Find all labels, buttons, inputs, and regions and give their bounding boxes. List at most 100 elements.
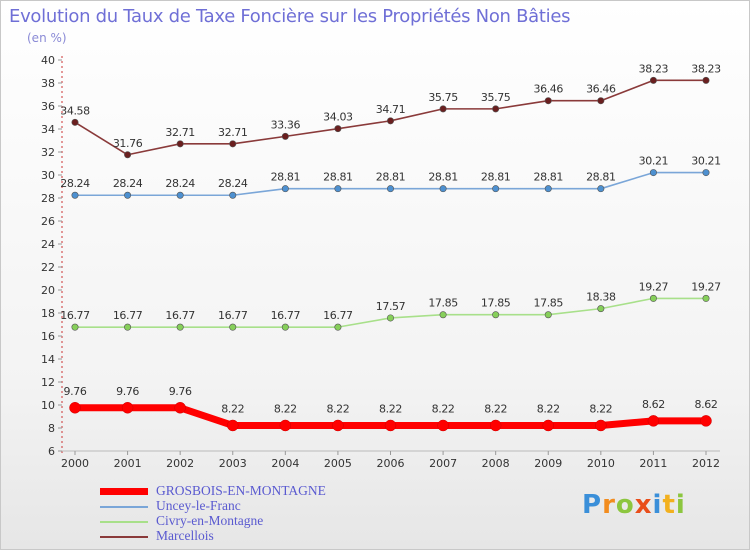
data-label: 8.22 [274,402,297,415]
series-marcellois: 34.58 31.76 32.71 32.71 33.36 34.03 34.71 35.75… [60,62,722,159]
data-label: 9.76 [64,385,87,398]
x-tick-label: 2009 [534,457,562,470]
legend-label: Marcellois [156,528,214,543]
data-label: 9.76 [116,385,139,398]
data-point [386,117,394,125]
data-point [384,419,397,432]
data-point [492,105,500,113]
legend-swatch [100,521,148,523]
data-label: 38.23 [691,62,721,75]
legend-item: GROSBOIS-EN-MONTAGNE [100,483,400,499]
data-label: 32.71 [165,126,195,139]
data-point [279,419,292,432]
data-label: 28.81 [534,171,564,184]
y-tick-label: 36 [41,100,55,113]
data-label: 35.75 [428,91,458,104]
data-point [176,323,184,331]
chart-subtitle: (en %) [27,31,67,45]
logo-letter: o [615,490,635,520]
chart-title: Evolution du Taux de Taxe Foncière sur l… [9,6,571,27]
data-label: 8.22 [537,402,560,415]
data-point [334,323,342,331]
chart-legend: GROSBOIS-EN-MONTAGNE Uncey-le-Franc Civry-… [100,483,400,544]
data-point [124,323,132,331]
data-label: 33.36 [271,118,301,131]
data-point [334,185,342,193]
data-point [702,169,710,177]
data-point [386,185,394,193]
y-tick-label: 30 [41,169,55,182]
data-point [229,191,237,199]
data-point [176,140,184,148]
x-tick-label: 2012 [692,457,720,470]
data-label: 19.27 [691,280,721,293]
data-label: 34.71 [376,103,406,116]
y-tick-label: 26 [41,215,55,228]
data-label: 28.24 [218,177,248,190]
data-point [492,311,500,319]
data-label: 36.46 [534,83,564,96]
y-tick-label: 32 [41,146,55,159]
data-point [702,294,710,302]
y-tick-label: 40 [41,54,55,67]
y-tick-label: 12 [41,376,55,389]
data-label: 18.38 [586,291,616,304]
x-tick-label: 2008 [482,457,510,470]
logo-letter: i [652,490,663,520]
data-label: 34.03 [323,111,353,124]
data-point [649,76,657,84]
data-point [544,97,552,105]
logo-letter: P [582,490,603,520]
y-tick-label: 20 [41,284,55,297]
data-point [281,323,289,331]
y-tick-label: 34 [41,123,55,136]
data-label: 8.22 [484,402,507,415]
data-label: 8.22 [326,402,349,415]
x-tick-label: 2006 [377,457,405,470]
y-tick-label: 38 [41,77,55,90]
data-label: 35.75 [481,91,511,104]
data-label: 19.27 [639,280,669,293]
data-point [597,185,605,193]
data-point [489,419,502,432]
legend-swatch [100,506,148,508]
x-tick-label: 2004 [271,457,299,470]
data-point [649,169,657,177]
legend-label: GROSBOIS-EN-MONTAGNE [156,483,326,498]
data-point [71,191,79,199]
data-point [334,125,342,133]
data-label: 28.24 [60,177,90,190]
y-tick-label: 10 [41,399,55,412]
data-label: 16.77 [271,309,301,322]
data-label: 28.81 [586,171,616,184]
data-label: 34.58 [60,104,90,117]
data-point [649,294,657,302]
data-label: 17.85 [534,297,564,310]
data-point [174,402,186,414]
data-label: 16.77 [113,309,143,322]
data-point [439,311,447,319]
x-tick-label: 2003 [219,457,247,470]
data-point [386,314,394,322]
data-label: 31.76 [113,137,143,150]
data-label: 28.81 [428,171,458,184]
data-label: 28.81 [271,171,301,184]
legend-item: Civry-en-Montagne [100,513,400,529]
y-tick-label: 8 [48,422,55,435]
data-label: 28.24 [165,177,195,190]
data-label: 17.85 [481,297,511,310]
data-point [702,76,710,84]
data-label: 16.77 [323,309,353,322]
legend-swatch [100,536,148,538]
data-label: 28.81 [323,171,353,184]
data-label: 17.85 [428,297,458,310]
data-point [121,402,134,414]
data-point [281,185,289,193]
data-label: 36.46 [586,83,616,96]
data-label: 9.76 [169,385,192,398]
x-tick-label: 2000 [61,457,89,470]
logo-letter: t [662,490,676,520]
y-tick-label: 16 [41,330,55,343]
data-point [700,415,712,427]
